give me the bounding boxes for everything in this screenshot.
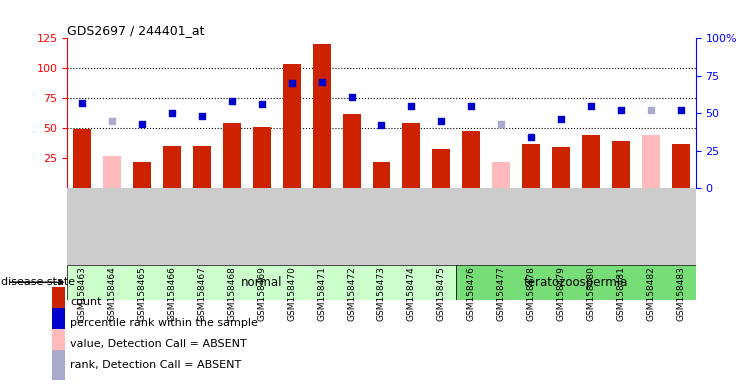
Bar (253, 127, 271, 188)
Bar (373, 162, 390, 188)
Bar (52, 329, 65, 359)
Point (645, 107, 657, 113)
Bar (193, 146, 211, 188)
Bar (52, 287, 65, 316)
Text: percentile rank within the sample: percentile rank within the sample (70, 318, 258, 328)
Point (375, 122, 387, 128)
Bar (402, 124, 420, 188)
Point (405, 103, 417, 109)
Bar (492, 162, 510, 188)
Point (585, 103, 597, 109)
Bar (103, 156, 121, 188)
Bar (52, 350, 65, 380)
Bar (582, 136, 600, 188)
Point (166, 110, 178, 116)
Bar (73, 129, 91, 188)
Point (525, 134, 537, 140)
Point (286, 80, 298, 86)
Text: count: count (70, 296, 102, 307)
Bar (52, 308, 65, 338)
Bar (552, 147, 570, 188)
Bar (612, 141, 630, 188)
Text: value, Detection Call = ABSENT: value, Detection Call = ABSENT (70, 339, 247, 349)
Point (465, 103, 477, 109)
Point (495, 121, 507, 127)
Point (106, 118, 118, 124)
Point (76, 100, 88, 106)
Bar (456, 265, 696, 300)
Bar (163, 146, 181, 188)
Text: GDS2697 / 244401_at: GDS2697 / 244401_at (67, 24, 205, 37)
Bar (343, 114, 361, 188)
Bar (642, 136, 660, 188)
Text: disease state: disease state (1, 277, 76, 287)
Point (316, 79, 328, 85)
Bar (313, 45, 331, 188)
Bar (67, 265, 456, 300)
Point (256, 101, 268, 108)
Point (555, 116, 567, 122)
Point (346, 94, 358, 100)
Bar (223, 124, 241, 188)
Bar (462, 131, 480, 188)
Point (196, 113, 208, 119)
Bar (522, 144, 540, 188)
Point (435, 118, 447, 124)
Bar (672, 144, 690, 188)
Point (136, 121, 148, 127)
Bar (133, 162, 151, 188)
Text: normal: normal (241, 276, 283, 289)
Point (615, 107, 627, 113)
Text: rank, Detection Call = ABSENT: rank, Detection Call = ABSENT (70, 360, 242, 370)
Point (226, 98, 238, 104)
Bar (432, 149, 450, 188)
Point (675, 107, 687, 113)
Text: teratozoospermia: teratozoospermia (524, 276, 628, 289)
Bar (283, 64, 301, 188)
